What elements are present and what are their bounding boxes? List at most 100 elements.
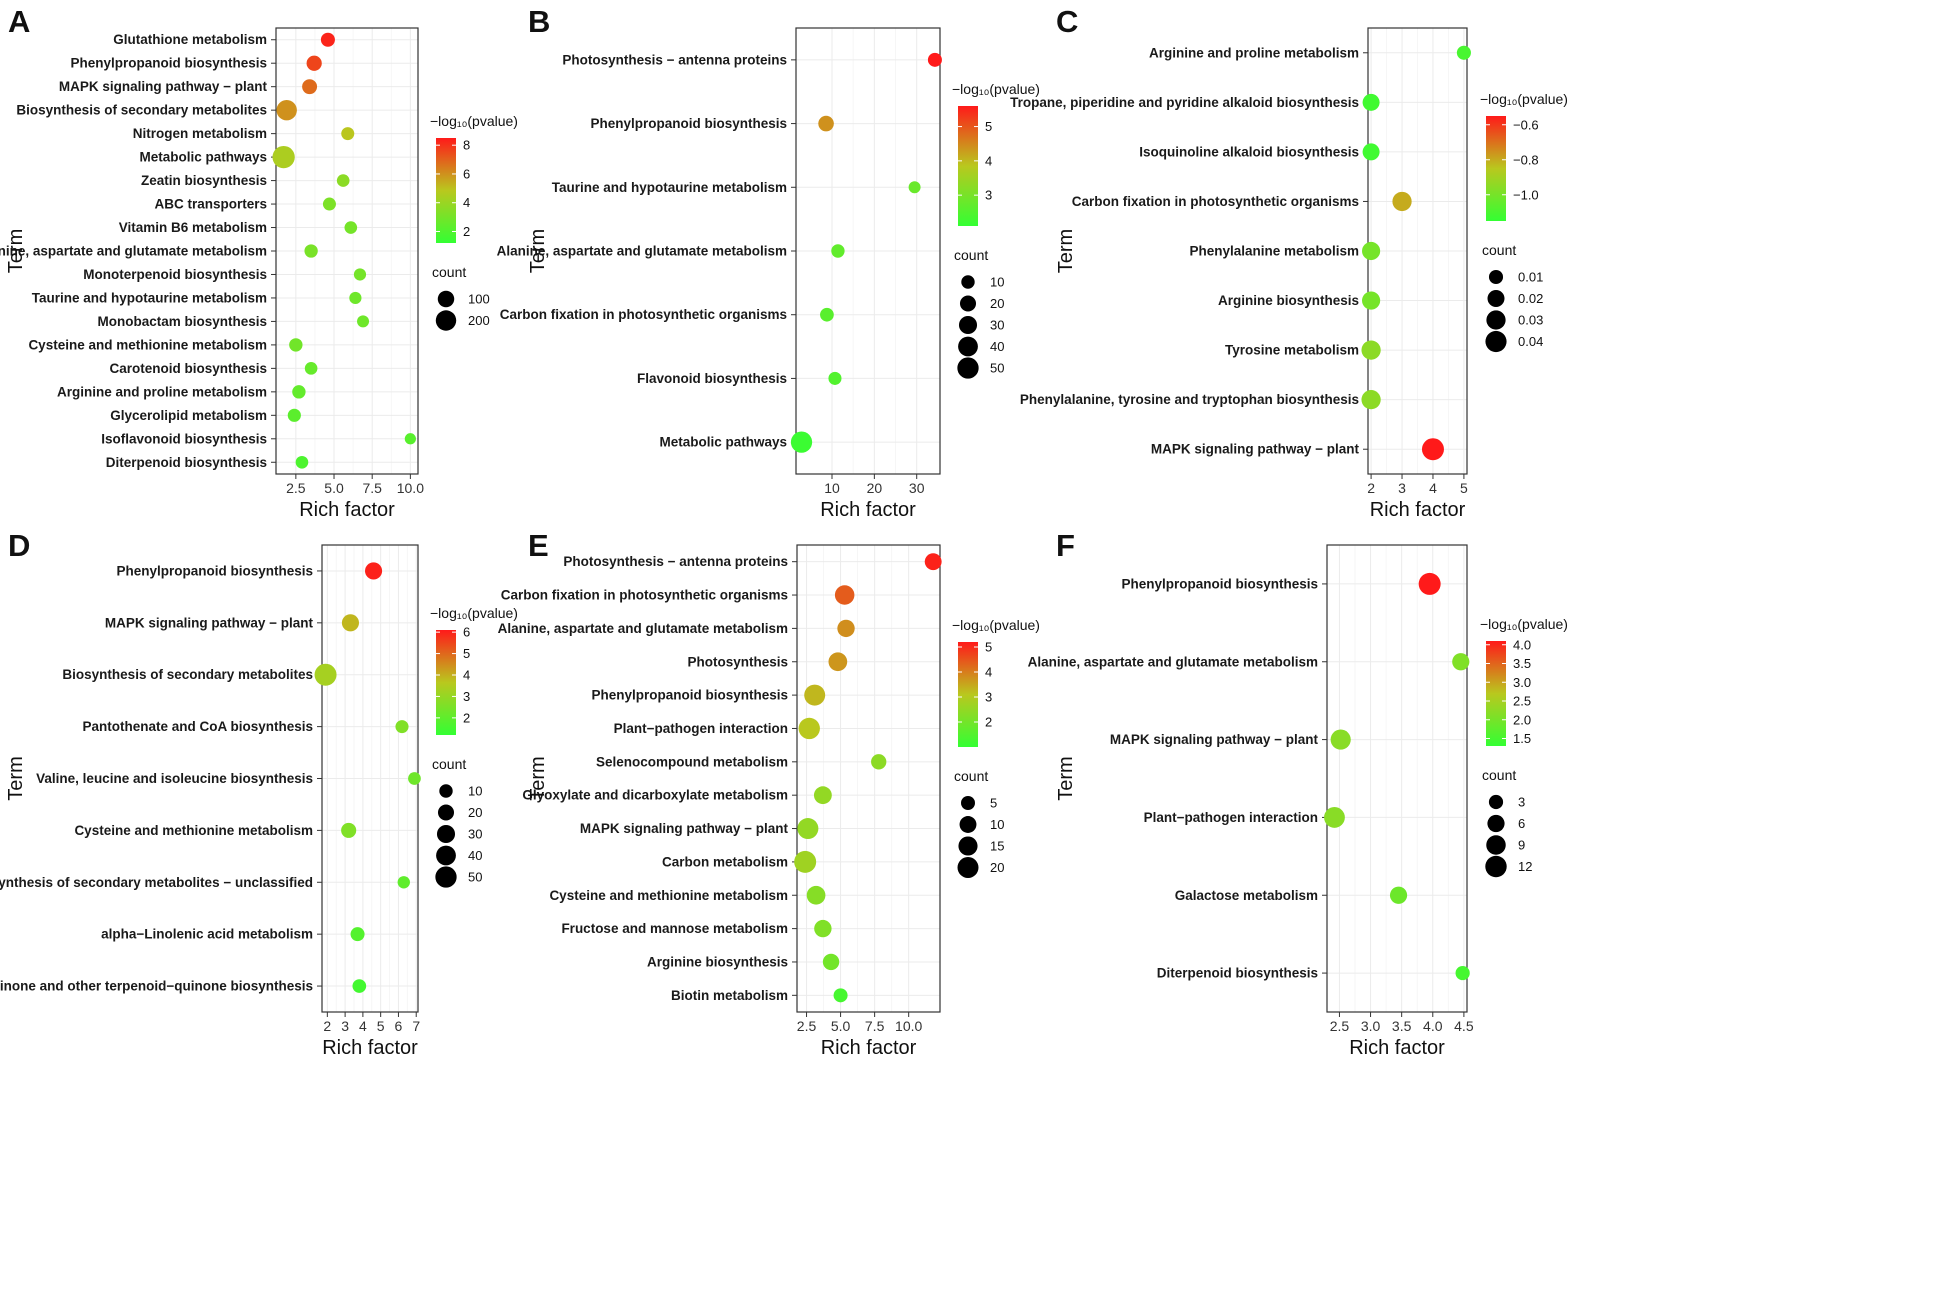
panel-e: E Photosynthesis − antenna proteins Carbon… bbox=[498, 528, 1040, 1059]
x-axis-label: Rich factor bbox=[299, 499, 395, 521]
data-point bbox=[790, 431, 813, 453]
size-tick-label: 10 bbox=[468, 784, 482, 799]
plot-area bbox=[797, 545, 940, 1012]
x-tick-label: 5 bbox=[1460, 480, 1468, 496]
term-label: Isoquinoline alkaloid biosynthesis bbox=[1139, 144, 1359, 159]
size-tick-label: 50 bbox=[990, 361, 1004, 376]
data-point bbox=[831, 244, 845, 258]
data-point bbox=[404, 433, 416, 445]
color-tick-label: 4 bbox=[463, 668, 470, 683]
term-label: Taurine and hypotaurine metabolism bbox=[32, 290, 267, 305]
size-legend-dot bbox=[439, 784, 453, 798]
color-tick-label: 3 bbox=[985, 690, 992, 705]
x-tick-label: 4.5 bbox=[1454, 1018, 1474, 1034]
y-axis-label: Term bbox=[527, 229, 549, 273]
data-point bbox=[794, 850, 817, 873]
term-label: Photosynthesis − antenna proteins bbox=[562, 52, 787, 67]
term-label: Phenylpropanoid biosynthesis bbox=[591, 688, 788, 703]
data-point bbox=[1324, 807, 1345, 828]
data-point bbox=[814, 919, 832, 938]
data-point bbox=[1389, 886, 1408, 904]
term-label: Alanine, aspartate and glutamate metabol… bbox=[1028, 654, 1318, 669]
color-legend-title: −log₁₀(pvalue) bbox=[1480, 91, 1568, 107]
data-point bbox=[341, 127, 355, 141]
term-label: Photosynthesis bbox=[687, 654, 788, 669]
color-tick-label: −1.0 bbox=[1513, 187, 1539, 202]
data-point bbox=[341, 614, 360, 632]
term-label: MAPK signaling pathway − plant bbox=[105, 615, 314, 630]
data-point bbox=[820, 307, 834, 322]
plot-frame bbox=[796, 544, 941, 1013]
data-point bbox=[397, 876, 410, 889]
term-label: Monoterpenoid biosynthesis bbox=[83, 267, 267, 282]
size-legend-dot bbox=[437, 804, 455, 821]
term-label: Cysteine and methionine metabolism bbox=[549, 888, 788, 903]
size-legend-title: count bbox=[954, 247, 988, 263]
term-label: Metabolic pathways bbox=[659, 435, 787, 450]
term-label: MAPK signaling pathway − plant bbox=[59, 79, 268, 94]
x-tick-label: 4.0 bbox=[1423, 1018, 1443, 1034]
size-legend-dot bbox=[1487, 290, 1505, 307]
y-axis-label: Term bbox=[5, 756, 27, 800]
term-label: Pantothenate and CoA biosynthesis bbox=[82, 719, 313, 734]
data-point bbox=[295, 455, 309, 469]
data-point bbox=[871, 754, 887, 770]
size-legend-dot bbox=[958, 336, 978, 357]
term-label: Carbon metabolism bbox=[662, 854, 788, 869]
data-point bbox=[287, 408, 301, 422]
data-point bbox=[908, 181, 921, 194]
color-tick-label: 3.5 bbox=[1513, 656, 1531, 671]
data-point bbox=[804, 684, 826, 706]
term-label: alpha−Linolenic acid metabolism bbox=[101, 927, 313, 942]
data-point bbox=[834, 585, 855, 605]
size-tick-label: 0.02 bbox=[1518, 291, 1543, 306]
term-label: Valine, leucine and isoleucine biosynthe… bbox=[36, 771, 313, 786]
data-point bbox=[357, 315, 370, 328]
size-tick-label: 15 bbox=[990, 839, 1004, 854]
size-legend-title: count bbox=[432, 264, 466, 280]
term-label: Alanine, aspartate and glutamate metabol… bbox=[497, 244, 787, 259]
x-tick-label: 7 bbox=[412, 1018, 420, 1034]
x-tick-label: 2.5 bbox=[797, 1018, 817, 1034]
data-point bbox=[1452, 653, 1470, 671]
size-tick-label: 20 bbox=[990, 296, 1004, 311]
data-point bbox=[797, 818, 819, 840]
color-tick-label: −0.8 bbox=[1513, 152, 1539, 167]
x-axis-label: Rich factor bbox=[322, 1037, 418, 1059]
x-tick-label: 2.5 bbox=[1330, 1018, 1350, 1034]
size-legend-title: count bbox=[954, 768, 988, 784]
color-tick-label: −0.6 bbox=[1513, 117, 1539, 132]
term-label: MAPK signaling pathway − plant bbox=[1110, 732, 1319, 747]
data-point bbox=[352, 979, 367, 993]
data-point bbox=[289, 338, 303, 352]
size-tick-label: 20 bbox=[990, 860, 1004, 875]
color-bar bbox=[1486, 116, 1506, 221]
data-point bbox=[1421, 438, 1444, 461]
term-label: Phenylalanine, tyrosine and tryptophan b… bbox=[1020, 392, 1359, 407]
color-tick-label: 8 bbox=[463, 138, 470, 153]
color-tick-label: 2.0 bbox=[1513, 712, 1531, 727]
x-tick-label: 5 bbox=[377, 1018, 385, 1034]
term-label: Arginine biosynthesis bbox=[647, 954, 788, 969]
color-legend-title: −log₁₀(pvalue) bbox=[430, 605, 518, 621]
panel-c: C Arginine and proline metabolism Tropane,… bbox=[1010, 4, 1568, 521]
color-tick-label: 1.5 bbox=[1513, 731, 1531, 746]
x-tick-label: 6 bbox=[395, 1018, 403, 1034]
term-label: Carbon fixation in photosynthetic organi… bbox=[500, 307, 787, 322]
data-point bbox=[304, 362, 318, 375]
panel-letter: F bbox=[1056, 528, 1075, 563]
data-point bbox=[828, 652, 848, 672]
data-point bbox=[924, 553, 942, 571]
x-tick-label: 20 bbox=[867, 480, 883, 496]
data-point bbox=[272, 145, 295, 169]
size-legend-dot bbox=[1486, 835, 1506, 855]
color-tick-label: 6 bbox=[463, 166, 470, 181]
size-tick-label: 40 bbox=[990, 339, 1004, 354]
term-label: Vitamin B6 metabolism bbox=[119, 220, 267, 235]
data-point bbox=[336, 174, 350, 187]
term-label: Carbon fixation in photosynthetic organi… bbox=[501, 588, 788, 603]
size-legend-title: count bbox=[432, 756, 466, 772]
panel-b: B Photosynthesis − antenna proteins Phenyl… bbox=[497, 4, 1040, 521]
x-tick-label: 3.5 bbox=[1392, 1018, 1412, 1034]
data-point bbox=[1362, 291, 1381, 310]
